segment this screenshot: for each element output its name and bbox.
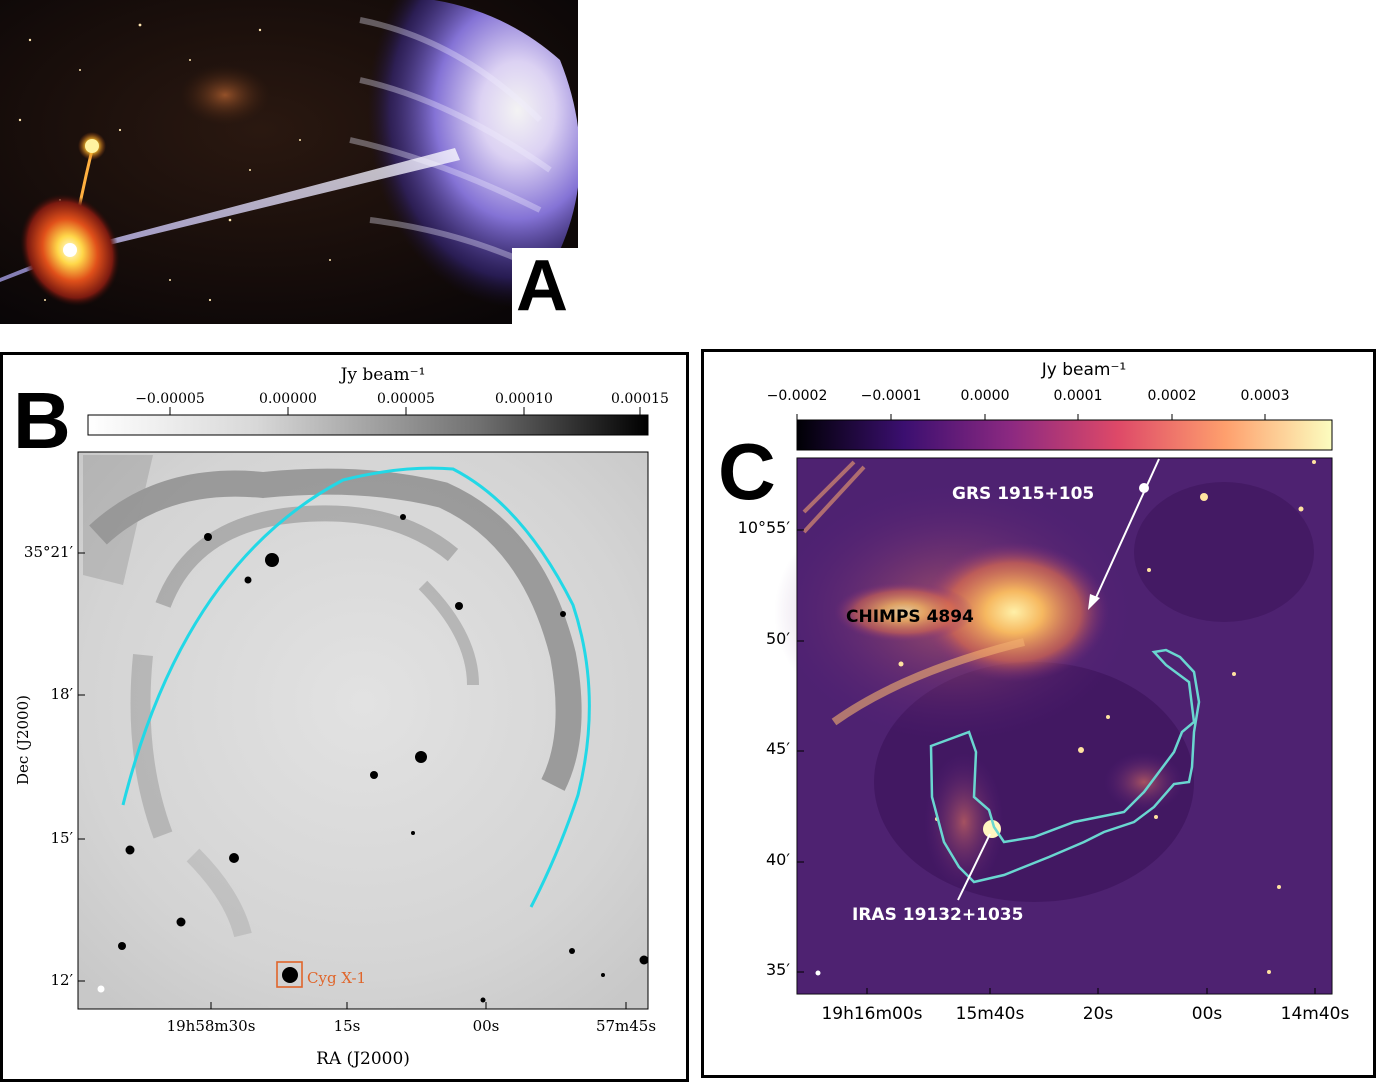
panel-c-contour	[929, 648, 1201, 884]
panel-c-xtick-1: 15m40s	[955, 1004, 1025, 1024]
panel-c-ytick-0: 10°55′	[737, 518, 790, 537]
panel-b-ytick-0: 35°21′	[23, 543, 73, 561]
panel-c-cbar-tick-2: 0.0000	[960, 388, 1010, 404]
panel-c-ytick-2: 45′	[766, 739, 790, 758]
panel-c-letter: C	[718, 427, 776, 516]
panel-b-colorbar-label: Jy beam⁻¹	[340, 365, 426, 385]
panel-c-cbar-tick-5: 0.0003	[1240, 388, 1290, 404]
panel-b-xtick-2: 00s	[472, 1017, 500, 1035]
panel-a-letter-box	[512, 248, 578, 324]
panel-b-xtick-3: 57m45s	[595, 1017, 657, 1035]
panel-b-cbar-tick-4: 0.00015	[611, 391, 669, 407]
panel-b-source-label: Cyg X-1	[307, 969, 367, 987]
panel-c: C Jy beam⁻¹	[701, 349, 1376, 1078]
panel-c-label-grs: GRS 1915+105	[952, 484, 1095, 504]
panel-c-ytick-1: 50′	[766, 629, 790, 648]
panel-b-ylabel: Dec (J2000)	[14, 695, 32, 785]
panel-c-colorbar-label: Jy beam⁻¹	[1041, 360, 1127, 380]
panel-c-colorbar	[796, 419, 1333, 451]
panel-b-xtick-1: 15s	[333, 1017, 361, 1035]
panel-b-cbar-tick-2: 0.00005	[377, 391, 435, 407]
panel-b-xtick-0: 19h58m30s	[166, 1017, 256, 1035]
panel-b-ytick-3: 12′	[50, 971, 74, 989]
panel-c-ytick-4: 35′	[766, 960, 790, 979]
panel-c-xtick-4: 14m40s	[1280, 1004, 1350, 1024]
panel-c-xtick-2: 20s	[1082, 1004, 1114, 1024]
jet-illustration	[0, 0, 578, 324]
panel-c-xtick-0: 19h16m00s	[821, 1004, 923, 1024]
panel-b-colorbar	[87, 414, 649, 436]
panel-a-illustration: A	[0, 0, 578, 324]
panel-b-cbar-tick-3: 0.00010	[495, 391, 553, 407]
panel-c-cbar-tick-0: −0.0002	[766, 388, 828, 404]
panel-b: B Jy beam⁻¹	[0, 352, 689, 1082]
panel-b-cbar-tick-0: −0.00005	[135, 391, 205, 407]
panel-c-cbar-tick-3: 0.0001	[1053, 388, 1103, 404]
panel-c-label-iras: IRAS 19132+1035	[852, 905, 1024, 925]
panel-b-bowshock-arc	[121, 466, 591, 908]
panel-b-letter: B	[13, 376, 71, 465]
panel-b-figure	[77, 407, 649, 1010]
panel-b-source-box	[276, 961, 303, 988]
panel-b-ytick-1: 18′	[50, 685, 74, 703]
panel-b-xlabel: RA (J2000)	[316, 1049, 410, 1069]
panel-c-cbar-tick-1: −0.0001	[860, 388, 922, 404]
panel-b-cbar-tick-1: 0.00000	[259, 391, 317, 407]
panel-b-ytick-2: 15′	[50, 829, 74, 847]
panel-c-figure	[774, 414, 1333, 995]
panel-c-cbar-tick-4: 0.0002	[1147, 388, 1197, 404]
panel-b-image	[77, 451, 649, 1010]
panel-a-letter: A	[516, 246, 568, 324]
panel-c-label-chimps: CHIMPS 4894	[846, 607, 974, 627]
panel-c-ytick-3: 40′	[766, 850, 790, 869]
panel-c-xtick-3: 00s	[1191, 1004, 1223, 1024]
